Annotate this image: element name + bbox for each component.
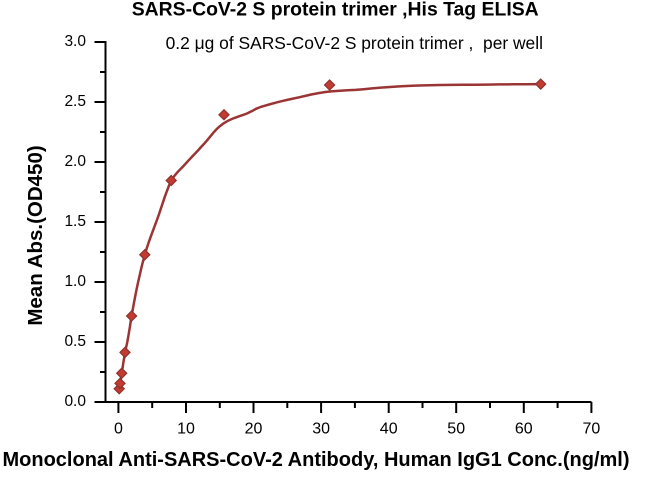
svg-text:3.0: 3.0 [64,33,86,50]
svg-text:0: 0 [114,421,123,438]
svg-text:30: 30 [312,421,330,438]
svg-text:70: 70 [583,421,601,438]
svg-text:Mean Abs.(OD450): Mean Abs.(OD450) [24,145,47,325]
svg-text:2.0: 2.0 [64,153,86,170]
svg-text:50: 50 [447,421,465,438]
svg-text:1.0: 1.0 [64,273,86,290]
svg-text:2.5: 2.5 [64,93,86,110]
svg-text:60: 60 [515,421,533,438]
svg-text:1.5: 1.5 [64,213,86,230]
svg-text:10: 10 [177,421,195,438]
svg-text:Monoclonal Anti-SARS-CoV-2 Ant: Monoclonal Anti-SARS-CoV-2 Antibody, Hum… [2,449,629,471]
svg-text:0.5: 0.5 [64,333,86,350]
svg-text:SARS-CoV-2 S protein trimer ,H: SARS-CoV-2 S protein trimer ,His Tag ELI… [132,0,539,21]
svg-text:20: 20 [245,421,263,438]
svg-text:0.2 μg of SARS-CoV-2 S protein: 0.2 μg of SARS-CoV-2 S protein trimer , … [166,33,543,53]
svg-text:0.0: 0.0 [64,393,86,410]
svg-text:40: 40 [380,421,398,438]
